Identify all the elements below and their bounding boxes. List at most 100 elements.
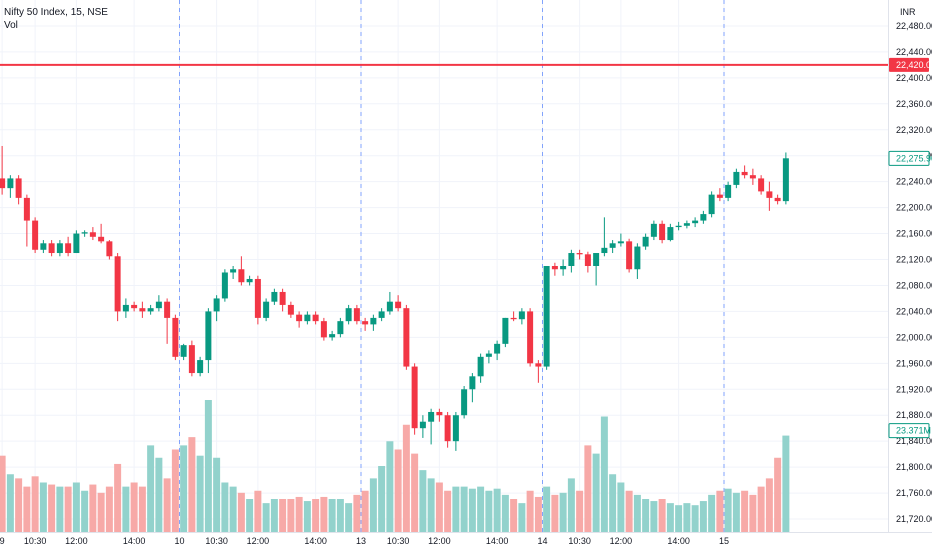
volume-bar <box>510 499 518 532</box>
candle-body <box>304 314 311 322</box>
candle-body <box>155 301 162 309</box>
volume-bar <box>23 486 31 532</box>
candle-body <box>287 304 294 315</box>
volume-bar <box>246 499 254 532</box>
candle-body <box>114 256 121 312</box>
candle-body <box>683 223 690 226</box>
candle-body <box>428 411 435 422</box>
volume-bar <box>204 400 212 532</box>
volume-bar <box>48 484 56 532</box>
candle-body <box>659 223 666 241</box>
volume-bar <box>477 486 485 532</box>
candle-body <box>230 269 237 273</box>
volume-bar <box>749 494 757 532</box>
candle-body <box>81 232 88 234</box>
volume-bar <box>237 492 245 532</box>
last-volume-tag <box>888 423 930 439</box>
volume-bar <box>287 499 295 532</box>
horizontal-line-price-label: 22,420.00 <box>896 60 932 70</box>
candle-body <box>494 343 501 354</box>
volume-bar <box>444 490 452 532</box>
x-tick-label: 15 <box>719 536 729 546</box>
last-volume-label: 23.371M <box>896 426 931 436</box>
candle-body <box>675 225 682 228</box>
y-tick-label: 22,240.00 <box>896 177 932 187</box>
candle-body <box>312 314 319 322</box>
candle-body <box>172 317 179 357</box>
volume-bar <box>72 482 80 532</box>
candle-body <box>48 243 55 254</box>
candle-body <box>411 366 418 429</box>
time-axis[interactable]: 9 10:30 12:00 14:00 10 10:30 12:00 14:00 13 10:30… <box>0 532 932 550</box>
y-tick-label: 21,880.00 <box>896 410 932 420</box>
candle-body <box>766 191 773 198</box>
volume-bar <box>114 463 122 532</box>
volume-bar <box>0 455 6 532</box>
candle-body <box>221 272 228 299</box>
candle-body <box>205 311 212 361</box>
symbol-title[interactable]: Nifty 50 Index, 15, NSE <box>4 7 108 18</box>
candle-body <box>560 266 567 270</box>
candle-body <box>782 158 789 202</box>
volume-bar <box>303 501 311 532</box>
candle-body <box>23 197 30 221</box>
volume-bar <box>394 449 402 532</box>
volume-bar <box>452 486 460 532</box>
volume-bar <box>295 496 303 532</box>
volume-bar <box>732 492 740 532</box>
volume-bar <box>196 455 204 532</box>
candle-body <box>378 311 385 318</box>
volume-bar <box>31 476 39 532</box>
volume-bar <box>320 496 328 532</box>
y-tick-label: 22,480.00 <box>896 21 932 31</box>
price-axis-background <box>888 0 932 550</box>
volume-bar <box>501 494 509 532</box>
volume-legend[interactable]: Vol <box>4 20 18 31</box>
volume-bar <box>6 474 14 532</box>
volume-bar <box>609 474 617 532</box>
volume-bar <box>774 457 782 532</box>
candle-body <box>725 184 732 198</box>
y-tick-label: 22,200.00 <box>896 203 932 213</box>
candle-body <box>617 241 624 244</box>
volume-bar <box>411 453 419 532</box>
candle-body <box>749 175 756 179</box>
price-axis[interactable]: 22,480.00 22,440.00 22,400.00 22,360.00 22,3… <box>888 0 932 550</box>
candle-body <box>65 243 72 254</box>
candle-body <box>485 353 492 357</box>
volume-bar <box>147 445 155 532</box>
y-tick-label: 22,360.00 <box>896 99 932 109</box>
volume-bar <box>576 490 584 532</box>
volume-bar <box>39 482 47 532</box>
candle-body <box>527 311 534 364</box>
candle-body <box>147 308 154 312</box>
volume-bar <box>642 499 650 532</box>
volume-bar <box>254 490 262 532</box>
grid <box>0 0 888 532</box>
volume-bar <box>534 496 542 532</box>
currency-label[interactable]: INR <box>900 7 916 17</box>
candle-body <box>73 233 80 254</box>
candle-body <box>543 266 550 367</box>
y-tick-label: 21,720.00 <box>896 514 932 524</box>
volume-bar <box>279 499 287 532</box>
volume-bar <box>386 441 394 532</box>
candle-body <box>650 223 657 237</box>
volume-bar <box>468 488 476 532</box>
time-axis-background <box>0 532 932 550</box>
candle-body <box>15 178 22 198</box>
candle-body <box>271 291 278 302</box>
candle-body <box>535 363 542 367</box>
candle-body <box>106 241 113 257</box>
volume-bar <box>105 486 113 532</box>
volume-bar <box>262 503 270 532</box>
volume-bar <box>765 478 773 532</box>
volume-bar <box>378 466 386 532</box>
y-tick-label: 21,840.00 <box>896 436 932 446</box>
volume-bar <box>559 492 567 532</box>
volume-bar <box>567 478 575 532</box>
volume-bar <box>328 499 336 532</box>
y-tick-label: 22,400.00 <box>896 73 932 83</box>
volume-bar <box>757 486 765 532</box>
